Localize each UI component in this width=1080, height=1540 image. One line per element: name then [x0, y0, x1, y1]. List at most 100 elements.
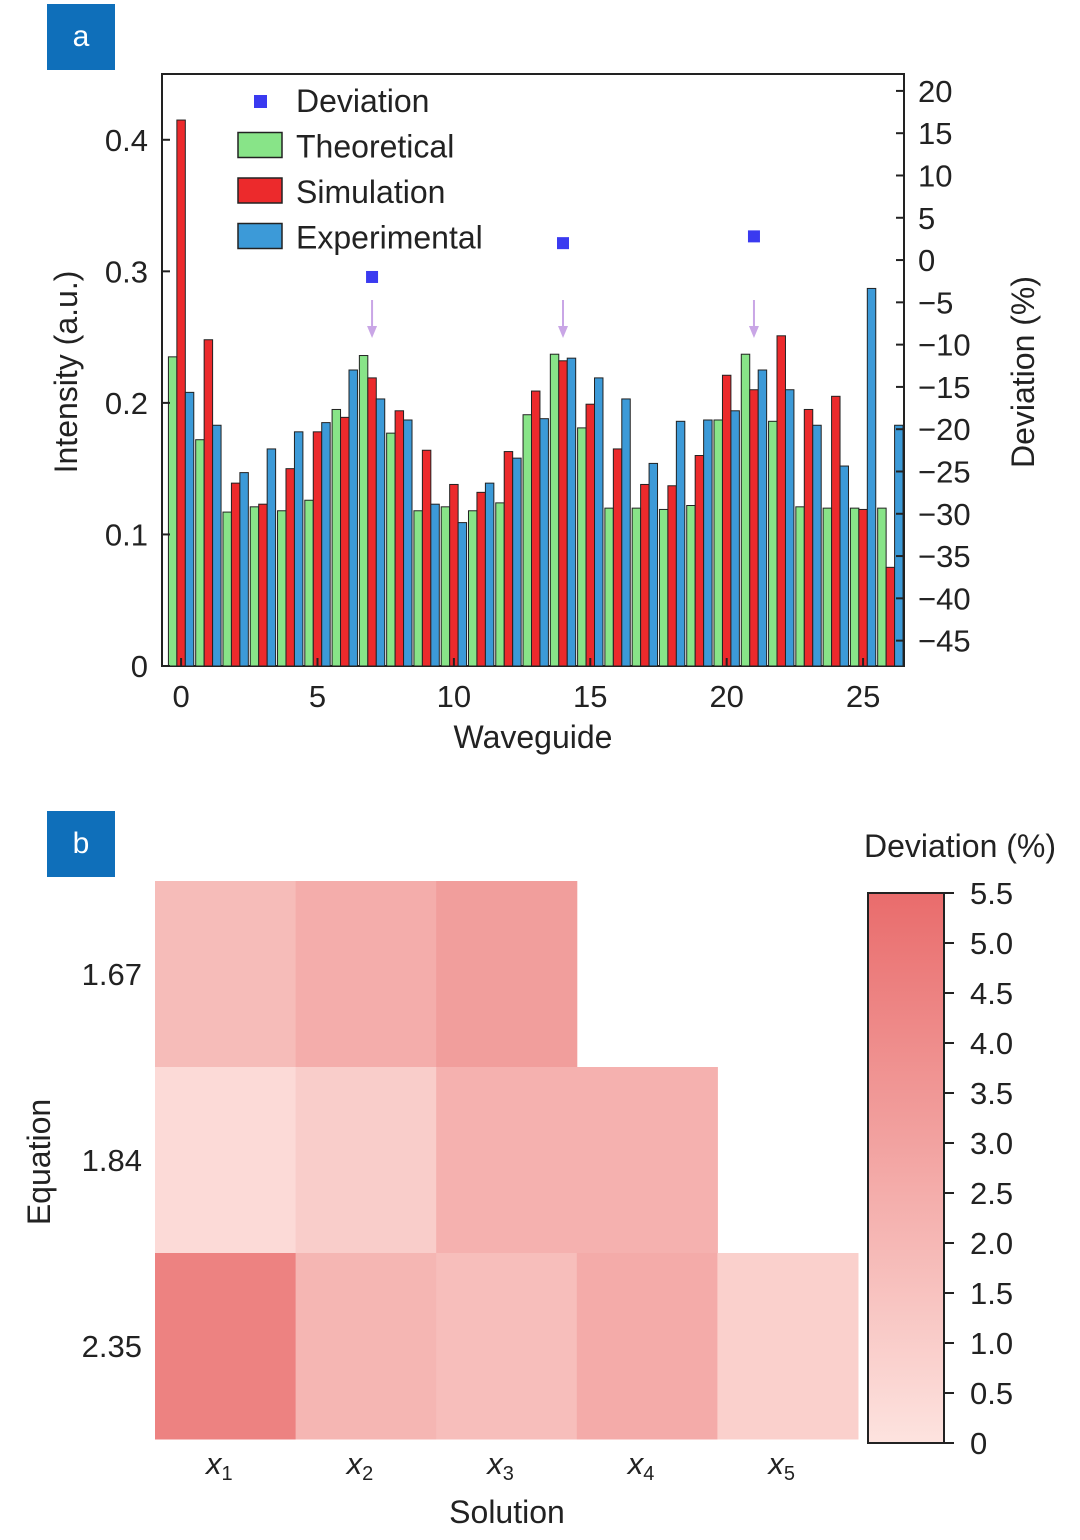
bar-simulation-26	[885, 566, 896, 667]
bar-simulation-6	[340, 416, 350, 667]
arrow-head-14	[558, 326, 569, 338]
chart-b-xlabel: Solution	[449, 1494, 565, 1530]
colorbar-tick-label-3.0: 3.0	[970, 1126, 1013, 1161]
bar-experimental-5	[321, 422, 331, 667]
chart-a-legend: Deviation Theoretical Simulation Experiment…	[237, 83, 483, 256]
bar-theoretical-7	[358, 355, 369, 667]
heatmap-cell-1.84-x3	[436, 1067, 578, 1254]
bar-simulation-17	[640, 483, 650, 667]
bar-experimental-14	[566, 357, 577, 667]
col-label-x3: x3	[485, 1446, 514, 1485]
heatmap-cell-1.67-x3	[436, 881, 578, 1068]
legend-swatch-theoretical	[237, 131, 283, 159]
y2-tick-label--30: −30	[918, 497, 971, 532]
bar-theoretical-2	[222, 511, 232, 667]
chart-a-ticks: 0 5 10 15 20 25 0 0.1 0.2 0.3 0.4 20 15 10 5 0 −5 −10 −15 −…	[105, 74, 971, 714]
bar-experimental-24	[839, 465, 849, 667]
bar-simulation-13	[530, 390, 541, 667]
y-tick-label-0.3: 0.3	[105, 254, 148, 289]
bar-theoretical-3	[249, 506, 260, 667]
bar-theoretical-9	[413, 510, 423, 667]
legend-label-simulation: Simulation	[296, 174, 445, 210]
colorbar-tick-label-5.5: 5.5	[970, 876, 1013, 911]
bar-theoretical-16	[604, 507, 614, 667]
legend-swatch-simulation	[237, 177, 283, 204]
y2-tick-label-20: 20	[918, 74, 952, 109]
x-tick-label-15: 15	[573, 679, 607, 714]
bar-theoretical-26	[877, 507, 887, 667]
chart-b-ylabel: Equation	[21, 1099, 57, 1225]
bar-experimental-12	[512, 457, 522, 667]
colorbar-tick-label-0: 0	[970, 1426, 987, 1461]
bar-simulation-14	[558, 360, 568, 667]
bar-simulation-4	[285, 468, 295, 667]
bar-experimental-15	[594, 377, 604, 667]
bar-theoretical-17	[631, 507, 642, 667]
bar-theoretical-15	[577, 427, 587, 667]
y2-tick-label--20: −20	[918, 412, 971, 447]
bar-theoretical-25	[849, 507, 860, 667]
row-label-1.84: 1.84	[82, 1143, 142, 1178]
bar-theoretical-1	[195, 439, 205, 667]
bar-simulation-7	[367, 377, 377, 667]
bar-simulation-8	[394, 410, 405, 667]
bar-experimental-4	[293, 431, 304, 667]
x-tick-label-0: 0	[172, 679, 189, 714]
heatmap-cell-1.84-x4	[576, 1067, 718, 1254]
bar-simulation-2	[230, 482, 241, 667]
colorbar-tick-label-5.0: 5.0	[970, 926, 1013, 961]
bar-theoretical-4	[277, 510, 287, 667]
colorbar-tick-label-0.5: 0.5	[970, 1376, 1013, 1411]
bar-simulation-1	[203, 339, 214, 667]
bar-experimental-1	[212, 424, 222, 667]
y2-tick-label--5: −5	[918, 285, 953, 320]
heatmap-cell-2.35-x4	[576, 1253, 718, 1440]
legend-label-deviation: Deviation	[296, 83, 429, 119]
bar-theoretical-10	[440, 506, 451, 667]
col-label-x5: x5	[766, 1446, 795, 1485]
chart-a-y2label: Deviation (%)	[1005, 276, 1041, 468]
heatmap-cell-2.35-x3	[436, 1253, 578, 1440]
row-label-1.67: 1.67	[82, 957, 142, 992]
legend-label-theoretical: Theoretical	[296, 129, 454, 165]
heatmap-cell-1.67-x2	[295, 881, 437, 1068]
colorbar-gradient	[867, 892, 945, 1444]
col-label-x1: x1	[204, 1446, 233, 1485]
bar-theoretical-20	[713, 419, 723, 667]
chart-b-colorbar: 5.5 5.0 4.5 4.0 3.5 3.0 2.5 2.0 1.5 1.0 0.5 0	[867, 876, 1013, 1461]
y2-tick-label-10: 10	[918, 158, 952, 193]
col-label-x4: x4	[626, 1446, 655, 1485]
colorbar-tick-label-1.0: 1.0	[970, 1326, 1013, 1361]
col-label-x2: x2	[345, 1446, 374, 1485]
x-tick-label-10: 10	[437, 679, 471, 714]
x-tick-label-5: 5	[309, 679, 326, 714]
y-tick-label-0.2: 0.2	[105, 386, 148, 421]
colorbar-tick-label-4.0: 4.0	[970, 1026, 1013, 1061]
y2-tick-label-5: 5	[918, 201, 935, 236]
heatmap-cell-1.67-x1	[155, 881, 297, 1068]
chart-a-deviation-points	[366, 230, 760, 283]
panel-b-label: b	[47, 811, 115, 877]
heatmap-cell-1.84-x2	[295, 1067, 437, 1254]
bar-experimental-11	[484, 482, 495, 667]
y2-tick-label--15: −15	[918, 370, 971, 405]
chart-a-ylabel: Intensity (a.u.)	[48, 271, 84, 474]
chart-a-arrows	[367, 300, 759, 338]
y2-tick-label--40: −40	[918, 581, 971, 616]
legend-swatch-experimental	[237, 222, 283, 250]
bar-simulation-5	[312, 431, 323, 667]
bar-experimental-23	[812, 424, 822, 667]
legend-label-experimental: Experimental	[296, 220, 483, 256]
bar-simulation-21	[749, 389, 759, 667]
bar-experimental-8	[403, 419, 413, 667]
bar-theoretical-22	[768, 420, 778, 667]
bar-experimental-26	[894, 424, 904, 667]
chart-b-colorbar-title: Deviation (%)	[864, 828, 1056, 864]
bar-simulation-15	[585, 403, 596, 667]
bar-simulation-25	[858, 508, 868, 667]
heatmap-cell-1.84-x1	[155, 1067, 297, 1254]
colorbar-tick-label-2.0: 2.0	[970, 1226, 1013, 1261]
y2-tick-label--35: −35	[918, 539, 971, 574]
bar-theoretical-12	[495, 502, 505, 667]
bar-experimental-9	[430, 503, 440, 667]
